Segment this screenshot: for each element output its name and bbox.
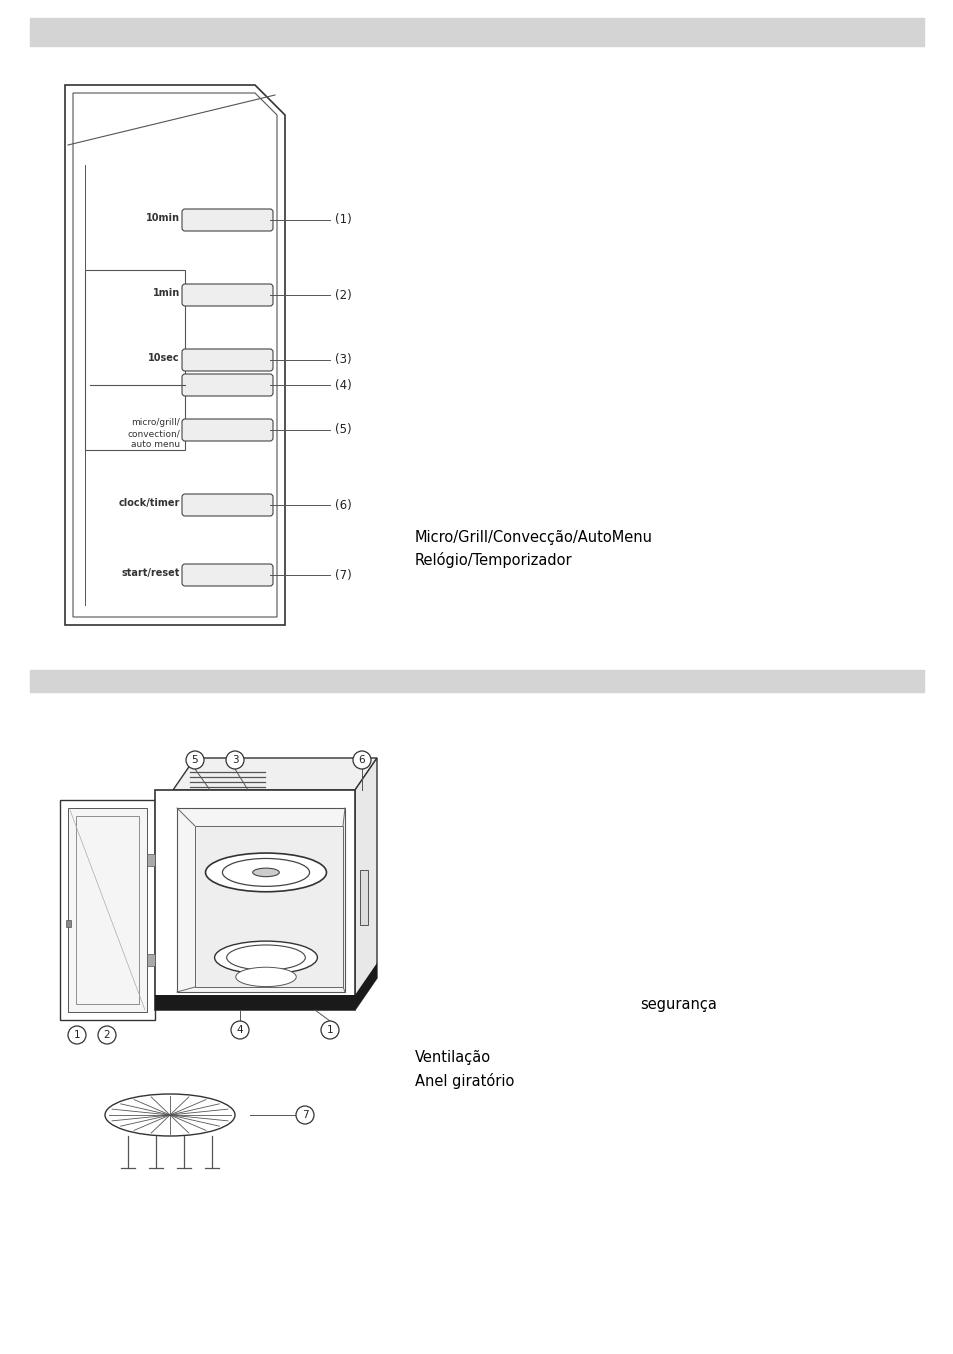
Circle shape bbox=[68, 1026, 86, 1044]
Text: clock/timer: clock/timer bbox=[118, 498, 180, 508]
FancyBboxPatch shape bbox=[182, 349, 273, 371]
Bar bbox=[154, 789, 355, 1010]
Bar bbox=[60, 800, 154, 1020]
Bar bbox=[359, 871, 368, 925]
Text: 2: 2 bbox=[104, 1030, 111, 1040]
Polygon shape bbox=[172, 758, 376, 789]
Circle shape bbox=[186, 751, 204, 769]
Circle shape bbox=[353, 751, 371, 769]
Text: 10sec: 10sec bbox=[149, 353, 180, 363]
Circle shape bbox=[295, 1106, 314, 1124]
Bar bbox=[66, 919, 71, 927]
Ellipse shape bbox=[105, 1094, 234, 1136]
Text: (7): (7) bbox=[335, 569, 352, 581]
Text: Ventilação
Anel giratório: Ventilação Anel giratório bbox=[415, 1049, 514, 1089]
FancyBboxPatch shape bbox=[182, 494, 273, 516]
Ellipse shape bbox=[235, 967, 296, 987]
Text: segurança: segurança bbox=[639, 998, 716, 1013]
Text: 1: 1 bbox=[73, 1030, 80, 1040]
Bar bbox=[177, 808, 345, 992]
Text: (1): (1) bbox=[335, 214, 352, 226]
Text: (4): (4) bbox=[335, 379, 352, 391]
Circle shape bbox=[98, 1026, 116, 1044]
Text: 1: 1 bbox=[326, 1025, 333, 1034]
Polygon shape bbox=[355, 963, 376, 1010]
Bar bbox=[147, 854, 154, 867]
Text: 10min: 10min bbox=[146, 213, 180, 223]
Text: Micro/Grill/Convecção/AutoMenu
Relógio/Temporizador: Micro/Grill/Convecção/AutoMenu Relógio/T… bbox=[415, 529, 652, 567]
FancyBboxPatch shape bbox=[182, 209, 273, 232]
FancyBboxPatch shape bbox=[182, 374, 273, 395]
Bar bbox=[85, 269, 185, 450]
Bar bbox=[30, 18, 923, 46]
Text: 5: 5 bbox=[192, 756, 198, 765]
Ellipse shape bbox=[227, 945, 305, 969]
Polygon shape bbox=[355, 758, 376, 1010]
PathPatch shape bbox=[65, 85, 285, 626]
Circle shape bbox=[320, 1021, 338, 1039]
Ellipse shape bbox=[253, 868, 279, 876]
Bar bbox=[147, 955, 154, 965]
FancyBboxPatch shape bbox=[182, 565, 273, 586]
Ellipse shape bbox=[222, 858, 309, 887]
Text: 7: 7 bbox=[301, 1110, 308, 1120]
Text: 4: 4 bbox=[236, 1025, 243, 1034]
Text: (6): (6) bbox=[335, 498, 352, 512]
Text: 1min: 1min bbox=[152, 288, 180, 298]
Ellipse shape bbox=[205, 853, 326, 892]
Circle shape bbox=[231, 1021, 249, 1039]
Text: start/reset: start/reset bbox=[121, 567, 180, 578]
FancyBboxPatch shape bbox=[182, 418, 273, 441]
Text: 3: 3 bbox=[232, 756, 238, 765]
FancyBboxPatch shape bbox=[182, 284, 273, 306]
Bar bbox=[154, 995, 355, 1010]
Text: 6: 6 bbox=[358, 756, 365, 765]
Bar bbox=[194, 826, 343, 987]
Text: (3): (3) bbox=[335, 353, 352, 367]
Text: micro/grill/
convection/
auto menu: micro/grill/ convection/ auto menu bbox=[127, 418, 180, 450]
Ellipse shape bbox=[214, 941, 317, 974]
Text: (5): (5) bbox=[335, 424, 352, 436]
Circle shape bbox=[226, 751, 244, 769]
Bar bbox=[30, 670, 923, 692]
Bar bbox=[76, 816, 139, 1005]
Text: (2): (2) bbox=[335, 288, 352, 302]
Bar bbox=[68, 808, 147, 1011]
